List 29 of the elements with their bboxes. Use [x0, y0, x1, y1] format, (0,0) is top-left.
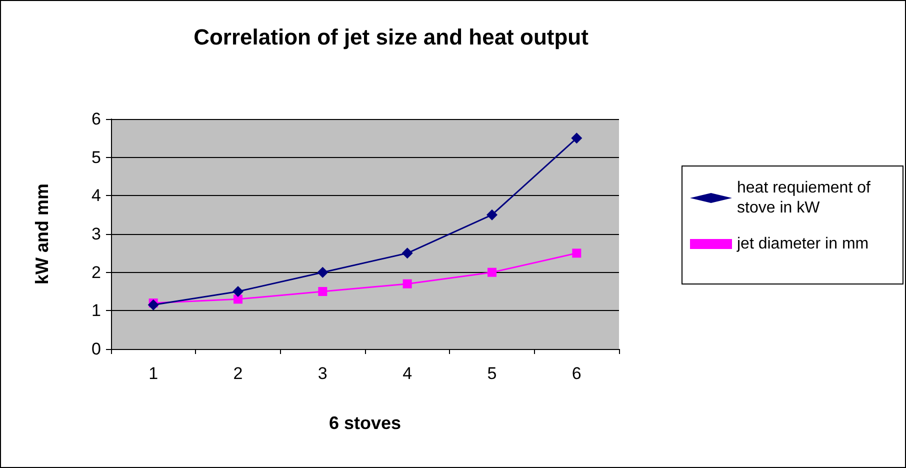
x-tick-label: 1: [148, 364, 158, 383]
point: [232, 286, 244, 297]
point: [486, 209, 498, 220]
point: [571, 132, 582, 144]
y-tick-label: 2: [92, 262, 101, 282]
point: [234, 294, 242, 304]
x-axis-title: 6 stoves: [328, 413, 402, 433]
y-tick-label: 4: [92, 186, 101, 206]
y-tick-label: 5: [92, 148, 101, 167]
point: [148, 299, 159, 310]
y-tick-label: 6: [92, 110, 101, 128]
y-axis-title: kW and mm: [32, 183, 52, 285]
x-tick-label: 6: [572, 364, 582, 383]
point: [572, 248, 582, 258]
chart-title: Correlation of jet size and heat output: [194, 24, 590, 50]
point: [402, 248, 413, 259]
point: [318, 287, 328, 296]
y-tick-label: 0: [92, 340, 101, 358]
y-tick-label: 1: [92, 301, 101, 320]
x-tick-label: 5: [487, 364, 497, 383]
point: [488, 268, 496, 277]
legend-label: heat requiement of stove in kW: [737, 180, 875, 216]
x-tick-label: 3: [318, 364, 328, 383]
y-tick-label: 3: [92, 224, 101, 244]
point: [402, 279, 412, 288]
x-tick-label: 2: [233, 364, 243, 383]
point: [317, 266, 328, 278]
legend-label: jet diameter in mm: [736, 236, 869, 252]
x-tick-label: 4: [402, 364, 412, 383]
